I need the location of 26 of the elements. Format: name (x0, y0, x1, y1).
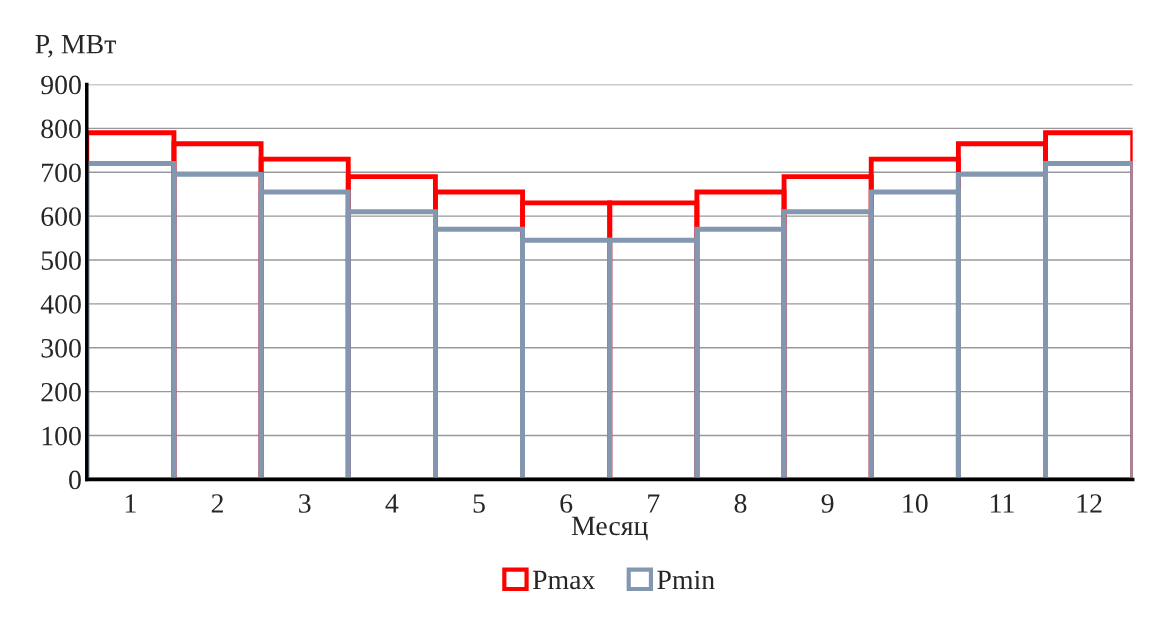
y-tick-label: 700 (42, 163, 81, 183)
x-tick-label: 1 (125, 494, 136, 513)
y-tick-label: 300 (41, 338, 81, 358)
x-tick-label: 5 (473, 494, 485, 513)
y-tick-label: 600 (41, 207, 81, 227)
y-tick-label: 200 (41, 382, 81, 402)
y-tick-label: 0 (69, 470, 81, 490)
x-tick-label: 4 (385, 494, 399, 513)
y-tick-label: 400 (40, 295, 81, 314)
legend-label: Pmax (532, 570, 596, 590)
y-tick-label: 900 (41, 75, 81, 95)
x-tick-label: 12 (1077, 494, 1102, 513)
y-tick-label: 800 (41, 119, 81, 139)
x-axis-title: Месяц (571, 516, 648, 541)
x-tick-label: 7 (648, 494, 660, 513)
x-tick-label: 2 (211, 494, 223, 513)
x-tick-label: 10 (903, 494, 928, 513)
x-tick-label: 9 (821, 494, 834, 513)
x-tick-label: 11 (991, 494, 1014, 513)
x-tick-label: 3 (299, 494, 311, 513)
legend-label: Pmin (657, 570, 715, 590)
y-tick-label: 500 (41, 251, 81, 270)
x-tick-label: 8 (734, 494, 747, 513)
x-tick-label: 6 (560, 494, 573, 513)
y-axis-title: P, МВт (35, 35, 116, 58)
y-tick-label: 100 (42, 426, 81, 446)
